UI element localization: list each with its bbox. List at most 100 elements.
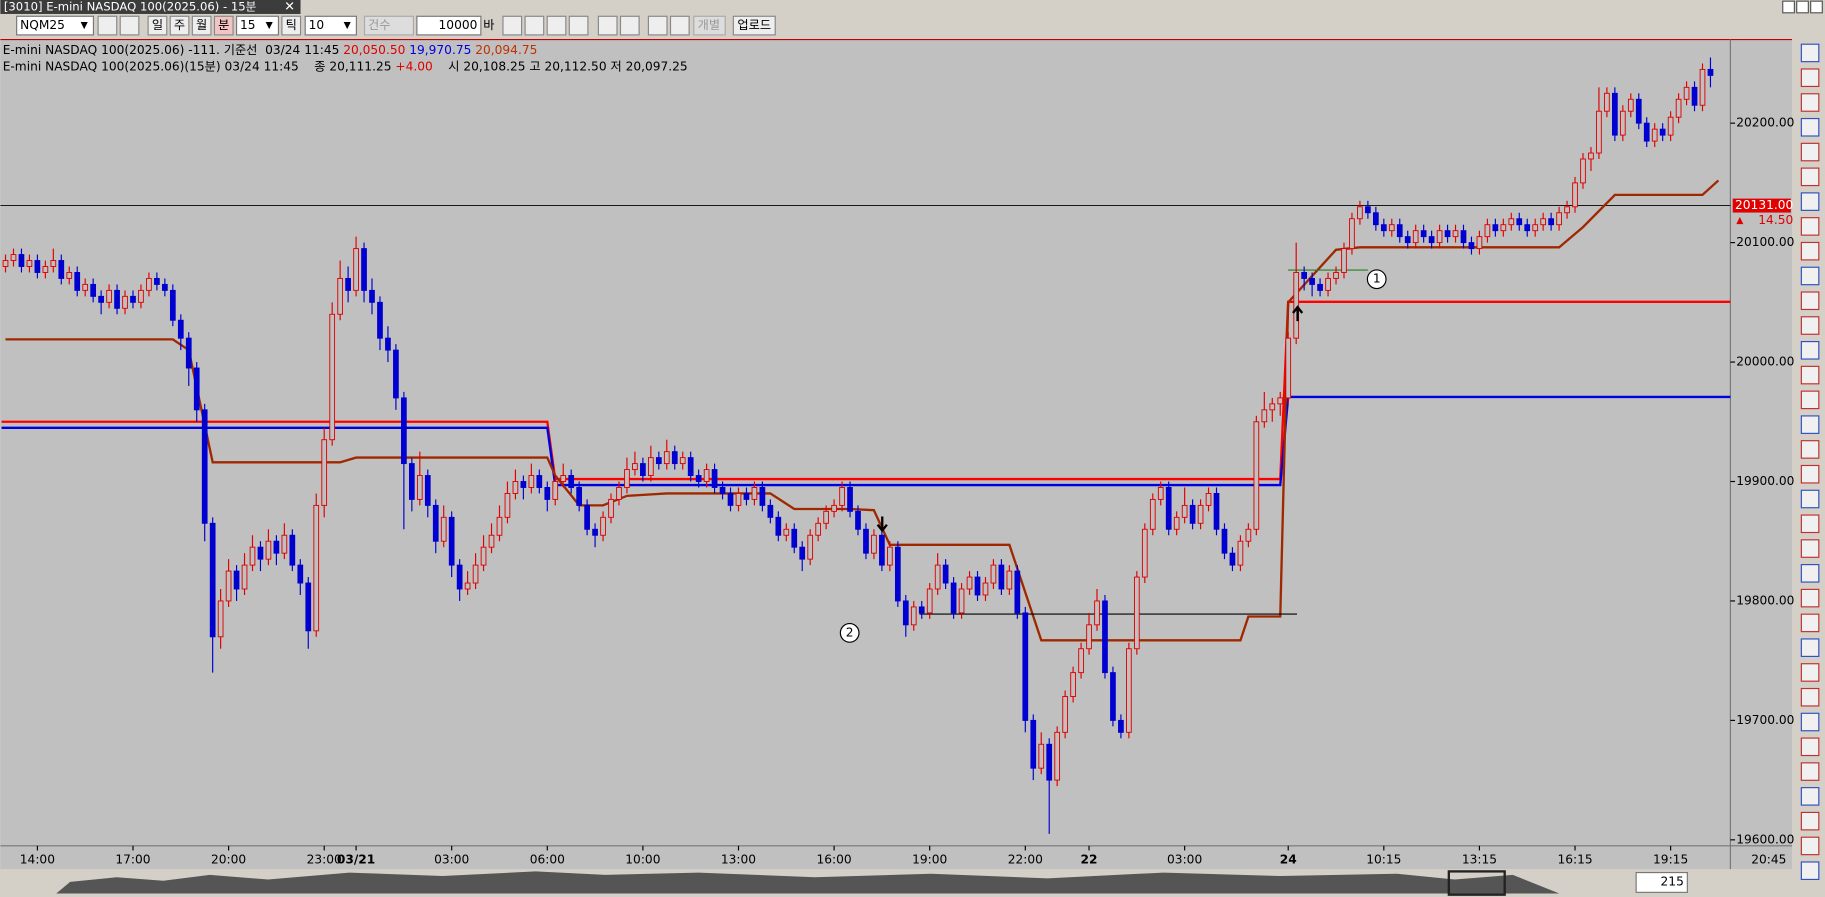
max-button[interactable] bbox=[1796, 0, 1809, 14]
candle-body bbox=[106, 289, 112, 303]
candle-body bbox=[966, 576, 973, 590]
period-button[interactable] bbox=[191, 15, 212, 36]
candle-body bbox=[42, 266, 49, 273]
candle-body bbox=[871, 534, 877, 554]
tool-icon[interactable] bbox=[1800, 167, 1820, 187]
period-button[interactable] bbox=[147, 15, 168, 36]
tool-icon[interactable] bbox=[1800, 291, 1820, 311]
tool-icon[interactable] bbox=[1800, 316, 1820, 335]
icon-button[interactable] bbox=[524, 15, 545, 36]
close-tab[interactable]: ✕ bbox=[284, 0, 295, 14]
candle-body bbox=[114, 289, 120, 309]
min-button[interactable] bbox=[1782, 0, 1795, 14]
icon-button[interactable] bbox=[546, 15, 567, 36]
tool-icon[interactable] bbox=[1800, 861, 1820, 881]
window-buttons[interactable] bbox=[1782, 0, 1823, 14]
tool-icon[interactable] bbox=[1800, 787, 1820, 806]
candle-body bbox=[759, 487, 766, 506]
tool-icon[interactable] bbox=[1800, 464, 1820, 484]
candle-body bbox=[241, 564, 248, 590]
tick-combo[interactable] bbox=[304, 15, 357, 36]
candle-body bbox=[1062, 696, 1068, 733]
candle-body bbox=[1189, 504, 1196, 524]
candle-body bbox=[512, 481, 519, 494]
tool-icon[interactable] bbox=[1800, 489, 1820, 509]
interval-combo[interactable] bbox=[235, 15, 280, 36]
period-button[interactable] bbox=[169, 15, 190, 36]
tool-icon[interactable] bbox=[1800, 712, 1820, 732]
tool-icon[interactable] bbox=[1800, 440, 1820, 459]
tool-icon[interactable] bbox=[1800, 415, 1820, 434]
tool-icon[interactable] bbox=[1800, 564, 1820, 583]
icon-button[interactable] bbox=[568, 15, 589, 36]
tool-icon[interactable] bbox=[1800, 638, 1820, 657]
icon-button[interactable] bbox=[669, 15, 690, 36]
tool-icon[interactable] bbox=[1800, 68, 1820, 88]
symbol-combo[interactable] bbox=[16, 15, 95, 36]
bars-visible-box[interactable] bbox=[1635, 871, 1688, 893]
icon-button[interactable] bbox=[647, 15, 668, 36]
candle-body bbox=[1213, 492, 1220, 530]
tool-icon[interactable] bbox=[1800, 217, 1820, 236]
candle-body bbox=[1110, 672, 1116, 721]
tool-icon[interactable] bbox=[1800, 514, 1820, 534]
candle-body bbox=[1094, 600, 1100, 626]
candle-body bbox=[1540, 218, 1547, 226]
icon-button[interactable] bbox=[597, 15, 618, 36]
tool-icon[interactable] bbox=[1800, 811, 1820, 831]
tool-icon[interactable] bbox=[1800, 762, 1820, 781]
candle-body bbox=[1030, 719, 1037, 769]
tool-icon[interactable] bbox=[1800, 836, 1820, 856]
tool-icon[interactable] bbox=[1800, 142, 1820, 162]
candle-body bbox=[1133, 576, 1140, 650]
candle-body bbox=[655, 457, 662, 465]
candle-body bbox=[608, 498, 614, 518]
tool-icon[interactable] bbox=[1800, 687, 1820, 707]
period-button-active[interactable] bbox=[213, 15, 234, 36]
bars-input[interactable] bbox=[416, 15, 482, 36]
candle-body bbox=[1253, 421, 1260, 530]
candle-body bbox=[58, 260, 65, 279]
tool-icon[interactable] bbox=[1800, 390, 1820, 410]
tool-icon[interactable] bbox=[1800, 241, 1820, 261]
icon-button[interactable] bbox=[619, 15, 640, 36]
candle-body bbox=[767, 504, 774, 518]
candle-body bbox=[1412, 230, 1419, 244]
tool-icon[interactable] bbox=[1800, 192, 1820, 211]
separate-button[interactable] bbox=[693, 15, 726, 36]
annotation-circle bbox=[839, 623, 860, 643]
overlay-line bbox=[1, 395, 1731, 487]
candle-body bbox=[281, 534, 288, 554]
icon-button[interactable] bbox=[502, 15, 523, 36]
x-tick-label: 19:15 bbox=[1653, 852, 1688, 866]
candle-body bbox=[1102, 600, 1108, 674]
tool-icon[interactable] bbox=[1800, 613, 1820, 633]
candle-body bbox=[528, 475, 535, 488]
candle-body bbox=[1333, 272, 1339, 279]
close-button[interactable] bbox=[1810, 0, 1823, 14]
candle-body bbox=[146, 277, 152, 291]
candle-body bbox=[902, 600, 909, 626]
tool-icon[interactable] bbox=[1800, 340, 1820, 360]
tool-icon[interactable] bbox=[1800, 93, 1820, 112]
tool-icon[interactable] bbox=[1800, 365, 1820, 385]
icon-button[interactable] bbox=[119, 15, 140, 36]
upload-button[interactable] bbox=[732, 15, 776, 36]
tick-button[interactable] bbox=[281, 15, 302, 36]
tool-icon[interactable] bbox=[1800, 117, 1820, 137]
tool-icon[interactable] bbox=[1800, 588, 1820, 608]
combo-arrow: ▼ bbox=[344, 20, 352, 31]
tool-icon[interactable] bbox=[1800, 266, 1820, 286]
tool-icon[interactable] bbox=[1800, 43, 1820, 63]
tool-icon[interactable] bbox=[1800, 663, 1820, 682]
scroll-thumb[interactable] bbox=[1447, 870, 1506, 896]
candle-body bbox=[480, 546, 487, 566]
candle-body bbox=[632, 463, 638, 471]
candle-body bbox=[385, 337, 391, 351]
tool-icon[interactable] bbox=[1800, 737, 1820, 757]
tool-icon[interactable] bbox=[1800, 539, 1820, 558]
count-combo[interactable] bbox=[363, 15, 414, 36]
search-button[interactable] bbox=[97, 15, 118, 36]
candle-body bbox=[1365, 206, 1371, 214]
